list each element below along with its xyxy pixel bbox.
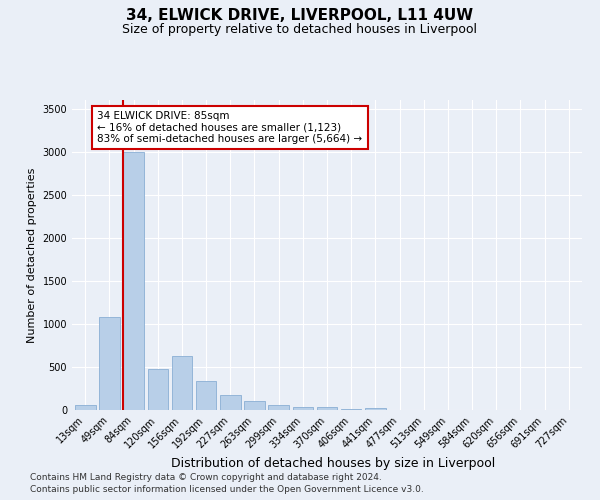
Text: Contains HM Land Registry data © Crown copyright and database right 2024.: Contains HM Land Registry data © Crown c… [30,472,382,482]
Bar [99,317,120,410]
Bar [244,402,265,410]
Bar [268,405,289,410]
Text: Contains public sector information licensed under the Open Government Licence v3: Contains public sector information licen… [30,485,424,494]
Bar [341,409,361,410]
Bar [75,406,95,410]
Text: Distribution of detached houses by size in Liverpool: Distribution of detached houses by size … [171,458,495,470]
Bar [124,152,144,410]
Text: 34 ELWICK DRIVE: 85sqm
← 16% of detached houses are smaller (1,123)
83% of semi-: 34 ELWICK DRIVE: 85sqm ← 16% of detached… [97,111,362,144]
Bar [196,380,217,410]
Bar [365,408,386,410]
Bar [148,368,168,410]
Bar [172,356,192,410]
Bar [317,408,337,410]
Y-axis label: Number of detached properties: Number of detached properties [27,168,37,342]
Bar [293,406,313,410]
Bar [220,396,241,410]
Text: Size of property relative to detached houses in Liverpool: Size of property relative to detached ho… [122,22,478,36]
Text: 34, ELWICK DRIVE, LIVERPOOL, L11 4UW: 34, ELWICK DRIVE, LIVERPOOL, L11 4UW [127,8,473,22]
